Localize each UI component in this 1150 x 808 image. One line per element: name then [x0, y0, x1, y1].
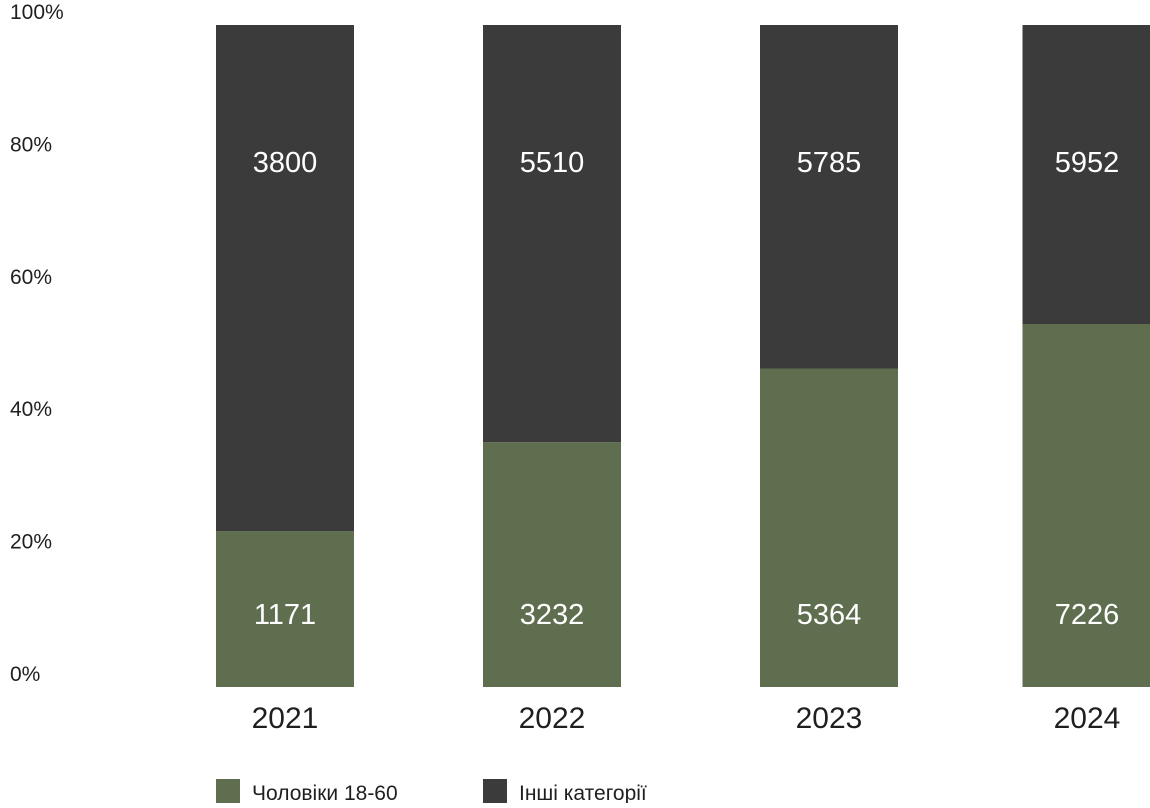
y-tick-label: 60%	[10, 266, 52, 289]
bar-value-label: 5364	[797, 599, 862, 631]
y-axis: 0% 20% 40% 60% 80% 100%	[10, 1, 64, 686]
bar-segment-men-18-60-2023	[760, 368, 898, 687]
bar-value-label: 3800	[253, 147, 318, 179]
bar-segment-other-categories-2023	[760, 25, 898, 368]
y-tick-label: 80%	[10, 133, 52, 156]
bar-value-label: 5785	[797, 147, 862, 179]
y-tick-label: 0%	[10, 663, 40, 686]
y-tick-label: 40%	[10, 398, 52, 421]
legend-swatch	[483, 779, 507, 803]
x-tick-label: 2024	[1054, 702, 1121, 735]
bar-value-label: 3232	[520, 599, 585, 631]
legend-label: Чоловіки 18-60	[252, 782, 398, 803]
bar-segment-men-18-60-2024	[1023, 324, 1150, 687]
x-axis: 2021 2022 2023 2024	[252, 702, 1121, 735]
bar-value-label: 5510	[520, 147, 585, 179]
y-tick-label: 100%	[10, 1, 64, 24]
bar-segment-other-categories-2021	[216, 25, 354, 531]
bar-value-label: 7226	[1055, 599, 1120, 631]
x-tick-label: 2022	[519, 702, 586, 735]
x-tick-label: 2023	[796, 702, 863, 735]
legend: Чоловіки 18-60 Інші категорії	[216, 779, 647, 803]
legend-label: Інші категорії	[519, 782, 647, 803]
y-tick-label: 20%	[10, 531, 52, 554]
bar-segment-men-18-60-2022	[483, 442, 621, 687]
bar-value-label: 5952	[1055, 147, 1120, 179]
bars: 1171 3800 3232 5510 5364 5785 7226 5952	[216, 25, 1150, 687]
bar-segment-other-categories-2022	[483, 25, 621, 442]
x-tick-label: 2021	[252, 702, 319, 735]
bar-value-label: 1171	[254, 599, 316, 631]
legend-swatch	[216, 779, 240, 803]
